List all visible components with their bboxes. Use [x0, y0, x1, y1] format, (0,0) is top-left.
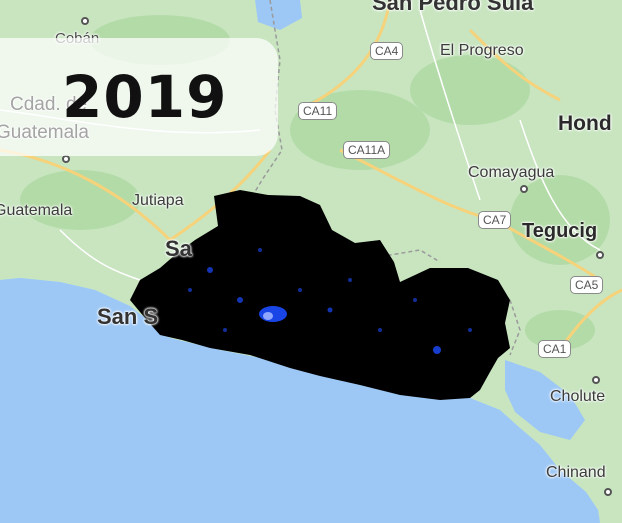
city-dot-guatemala — [62, 155, 70, 163]
label-jutiapa: Jutiapa — [132, 192, 184, 209]
pacific-ocean — [0, 278, 600, 523]
label-ciudad-guatemala-line1: Cdad. de — [10, 94, 88, 115]
label-chinandega: Chinand — [546, 464, 606, 481]
night-lights — [188, 248, 472, 354]
country-borders — [249, 0, 521, 356]
shield-ca1: CA1 — [538, 340, 572, 358]
label-honduras: Hond — [558, 112, 612, 135]
label-choluteca: Cholute — [550, 388, 606, 405]
city-dot-coban — [81, 17, 89, 25]
city-dot-chinandega — [604, 488, 612, 496]
lake — [255, 0, 302, 30]
label-el-progreso: El Progreso — [440, 42, 524, 59]
label-san-pedro-sula: San Pedro Sula — [372, 0, 534, 15]
city-dot-tegucigalpa — [596, 251, 604, 259]
label-sa: Sa — [165, 236, 192, 261]
label-antigua-line2: Guatemala — [0, 202, 73, 219]
city-dot-comayagua — [520, 185, 528, 193]
label-san-salvador: San S — [97, 304, 159, 329]
label-tegucigalpa: Tegucig — [522, 220, 598, 242]
el-salvador-region — [130, 190, 510, 400]
label-comayagua: Comayagua — [468, 164, 555, 181]
label-ciudad-guatemala-line2: Guatemala — [0, 122, 89, 143]
shield-ca11: CA11 — [298, 102, 338, 120]
year-overlay-panel — [0, 38, 278, 156]
shield-ca7: CA7 — [478, 211, 512, 229]
shield-ca5: CA5 — [570, 276, 604, 294]
year-label: 2019 — [62, 63, 228, 131]
shield-ca4: CA4 — [370, 42, 404, 60]
gulf-of-fonseca — [505, 360, 585, 440]
city-dot-choluteca — [592, 376, 600, 384]
shield-ca11a: CA11A — [343, 141, 391, 159]
